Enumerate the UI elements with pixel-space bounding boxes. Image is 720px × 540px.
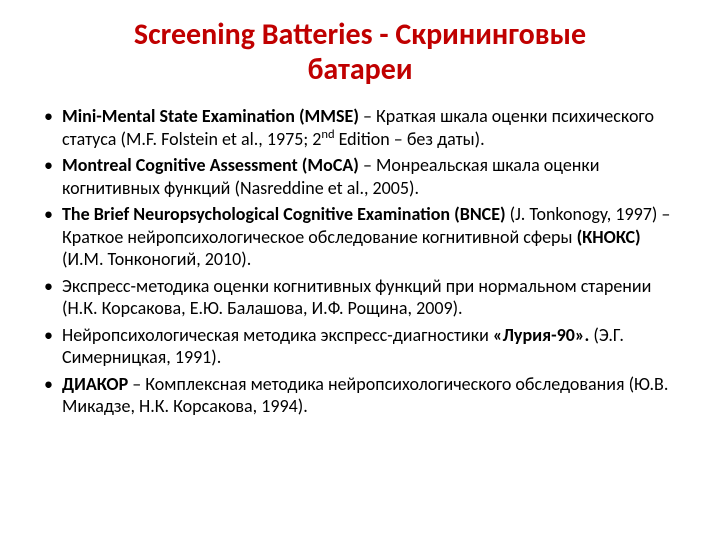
list-item: Montreal Cognitive Assessment (MoCA) – М… <box>40 154 680 199</box>
bold-text: Mini-Mental State Examination (MMSE) <box>62 105 359 127</box>
superscript-text: nd <box>321 127 334 142</box>
bold-text: ДИАКОР <box>62 373 128 395</box>
text-run: Экспресс-методика оценки когнитивных фун… <box>62 275 651 320</box>
list-item: Нейропсихологическая методика экспресс-д… <box>40 324 680 369</box>
bold-text: Montreal Cognitive Assessment (MoCA) <box>62 154 359 176</box>
text-run: Нейропсихологическая методика экспресс-д… <box>62 324 493 346</box>
title-line-1: Screening Batteries - Скрининговые <box>134 16 586 53</box>
list-item: The Brief Neuropsychological Cognitive E… <box>40 203 680 271</box>
list-item: ДИАКОР – Комплексная методика нейропсихо… <box>40 373 680 418</box>
bold-text: The Brief Neuropsychological Cognitive E… <box>62 203 506 225</box>
bullet-list: Mini-Mental State Examination (MMSE) – К… <box>40 105 680 418</box>
text-run: Edition – без даты). <box>335 128 485 150</box>
bold-text: «Лурия-90». <box>493 324 589 346</box>
title-line-2: батареи <box>307 51 412 88</box>
slide: Screening Batteries - Скрининговыебатаре… <box>0 0 720 540</box>
list-item: Экспресс-методика оценки когнитивных фун… <box>40 275 680 320</box>
list-item: Mini-Mental State Examination (MMSE) – К… <box>40 105 680 150</box>
slide-title: Screening Batteries - Скрининговыебатаре… <box>40 18 680 87</box>
text-run: – Комплексная методика нейропсихологичес… <box>62 373 668 418</box>
bold-text: (КНОКС) <box>577 226 641 248</box>
text-run: (И.М. Тонконогий, 2010). <box>62 248 251 270</box>
